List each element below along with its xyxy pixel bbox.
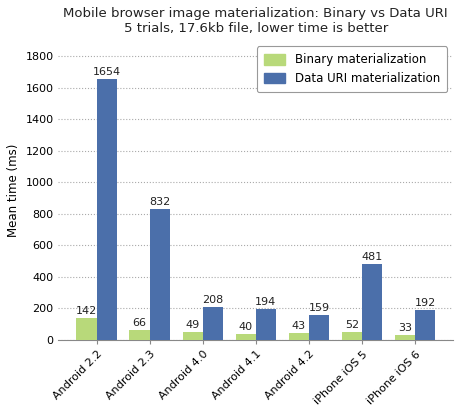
Bar (361, 264, 381, 340)
Text: 832: 832 (149, 197, 170, 207)
Text: 192: 192 (414, 298, 435, 308)
Text: 1654: 1654 (92, 67, 120, 77)
Bar (129, 330, 149, 340)
Text: 66: 66 (132, 318, 146, 328)
Text: 49: 49 (185, 320, 199, 330)
Bar (394, 335, 414, 340)
Bar (288, 333, 308, 340)
Bar (255, 309, 275, 340)
Text: 43: 43 (291, 321, 305, 331)
Text: 208: 208 (202, 295, 223, 305)
Bar (235, 334, 255, 340)
Bar (182, 332, 202, 340)
Bar (96, 79, 117, 340)
Text: 142: 142 (76, 306, 97, 316)
Text: 33: 33 (397, 323, 411, 333)
Bar (76, 318, 96, 340)
Text: 159: 159 (308, 303, 329, 313)
Bar (341, 332, 361, 340)
Bar (149, 209, 169, 340)
Text: 481: 481 (361, 252, 382, 262)
Bar (414, 310, 434, 340)
Text: 40: 40 (238, 322, 252, 332)
Text: 52: 52 (344, 320, 358, 330)
Legend: Binary materialization, Data URI materialization: Binary materialization, Data URI materia… (257, 46, 446, 92)
Y-axis label: Mean time (ms): Mean time (ms) (7, 143, 20, 237)
Title: Mobile browser image materialization: Binary vs Data URI
5 trials, 17.6kb file, : Mobile browser image materialization: Bi… (63, 7, 447, 35)
Text: 194: 194 (255, 297, 276, 307)
Bar (308, 315, 328, 340)
Bar (202, 307, 223, 340)
